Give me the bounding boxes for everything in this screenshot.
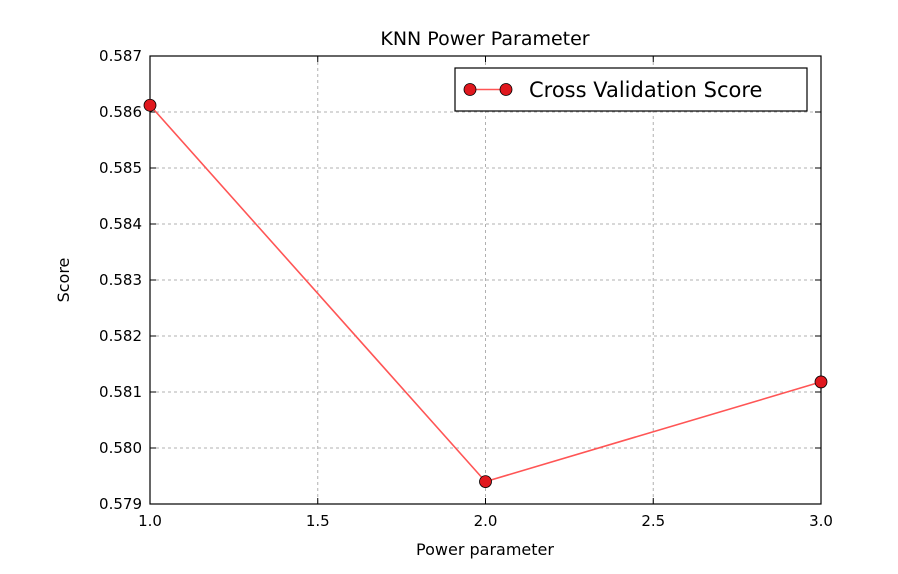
legend-label: Cross Validation Score bbox=[529, 78, 762, 102]
y-axis-title: Score bbox=[54, 258, 73, 303]
series bbox=[143, 98, 828, 489]
series-line bbox=[149, 104, 822, 483]
x-tick-label: 2.5 bbox=[641, 512, 665, 530]
y-tick-label: 0.580 bbox=[99, 439, 142, 457]
chart-title: KNN Power Parameter bbox=[380, 28, 589, 50]
data-point bbox=[143, 98, 157, 112]
x-axis-title: Power parameter bbox=[416, 540, 554, 559]
legend-marker-swatch bbox=[463, 83, 477, 96]
legend: Cross Validation Score bbox=[454, 67, 808, 112]
legend-box bbox=[454, 67, 808, 112]
grid bbox=[149, 55, 822, 505]
legend-marker-swatch bbox=[499, 83, 513, 96]
y-tick-label: 0.586 bbox=[99, 103, 142, 121]
y-tick-label: 0.587 bbox=[99, 47, 142, 65]
data-point bbox=[814, 375, 828, 389]
x-tick-label: 1.5 bbox=[306, 512, 330, 530]
axis-ticks: 1.0 1.5 2.0 2.5 3.0 0.579 0.580 0.581 0.582 0.583… bbox=[99, 47, 833, 530]
y-tick-label: 0.579 bbox=[99, 495, 142, 513]
y-tick-label: 0.582 bbox=[99, 327, 142, 345]
y-tick-label: 0.584 bbox=[99, 215, 142, 233]
x-tick-label: 1.0 bbox=[138, 512, 162, 530]
x-tick-label: 3.0 bbox=[809, 512, 833, 530]
y-tick-label: 0.585 bbox=[99, 159, 142, 177]
data-point bbox=[479, 475, 492, 489]
y-tick-label: 0.583 bbox=[99, 271, 142, 289]
x-tick-label: 2.0 bbox=[474, 512, 498, 530]
y-tick-label: 0.581 bbox=[99, 383, 142, 401]
